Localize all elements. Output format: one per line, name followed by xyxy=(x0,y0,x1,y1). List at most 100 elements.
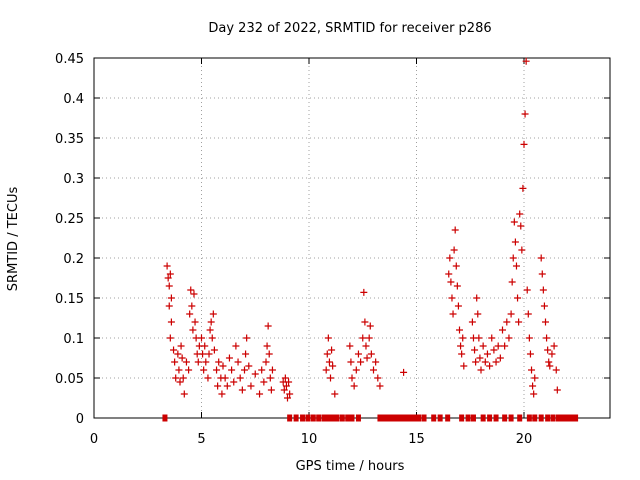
srmtid-point xyxy=(201,342,209,350)
chart-title: Day 232 of 2022, SRMTID for receiver p28… xyxy=(208,21,491,36)
srmtid-point xyxy=(260,378,268,386)
srmtid-point xyxy=(258,366,266,374)
srmtid-point xyxy=(190,290,198,298)
srmtid-point xyxy=(164,274,172,282)
srmtid-point xyxy=(352,366,360,374)
srmtid-point xyxy=(281,374,289,382)
srmtid-point xyxy=(346,342,354,350)
srmtid-point xyxy=(476,354,484,362)
srmtid-point xyxy=(354,350,362,358)
srmtid-point xyxy=(546,362,554,370)
srmtid-point xyxy=(243,334,251,342)
srmtid-point xyxy=(187,286,195,294)
srmtid-point xyxy=(208,334,216,342)
srmtid-point xyxy=(539,286,547,294)
srmtid-point xyxy=(458,350,466,358)
srmtid-point xyxy=(468,318,476,326)
srmtid-point xyxy=(163,262,171,270)
srmtid-point xyxy=(363,354,371,362)
srmtid-point xyxy=(474,310,482,318)
srmtid-point xyxy=(481,358,489,366)
srmtid-point xyxy=(191,318,199,326)
srmtid-point xyxy=(374,374,382,382)
zero-level-point xyxy=(560,414,566,422)
y-tick-label: 0 xyxy=(76,412,84,427)
srmtid-point xyxy=(182,358,190,366)
srmtid-point xyxy=(241,366,248,374)
srmtid-point xyxy=(170,346,178,354)
zero-level-point xyxy=(390,414,396,422)
zero-level-point xyxy=(459,414,465,422)
srmtid-point xyxy=(509,254,517,262)
srmtid-point xyxy=(537,254,545,262)
zero-level-point xyxy=(407,414,413,422)
srmtid-point xyxy=(361,318,369,326)
srmtid-point xyxy=(236,374,244,382)
srmtid-point xyxy=(213,366,221,374)
srmtid-point xyxy=(242,350,250,358)
srmtid-point xyxy=(452,262,460,270)
srmtid-point xyxy=(331,390,339,398)
srmtid-point xyxy=(524,310,532,318)
srmtid-point xyxy=(454,302,462,310)
srmtid-point xyxy=(447,278,455,286)
srmtid-point xyxy=(225,354,233,362)
zero-level-point xyxy=(398,414,404,422)
srmtid-point xyxy=(185,366,193,374)
srmtid-point xyxy=(214,382,222,390)
srmtid-point xyxy=(263,342,271,350)
srmtid-point xyxy=(204,374,212,382)
srmtid-point xyxy=(486,362,494,370)
y-tick-label: 0.25 xyxy=(55,212,84,227)
tick-labels: 0 0.05 0.1 0.15 0.2 0.25 0.3 0.35 0.4 0.45 0 5 10 15 2… xyxy=(55,52,532,447)
zero-level-point xyxy=(345,414,351,422)
srmtid-point xyxy=(494,342,502,350)
zero-level-point xyxy=(493,414,499,422)
y-tick-label: 0.45 xyxy=(55,52,84,67)
srmtid-point xyxy=(286,390,294,398)
srmtid-point xyxy=(372,358,380,366)
srmtid-point xyxy=(505,334,513,342)
zero-level-point xyxy=(305,414,311,422)
y-tick-label: 0.15 xyxy=(55,292,84,307)
srmtid-point xyxy=(194,358,202,366)
srmtid-point xyxy=(265,350,273,358)
srmtid-point xyxy=(550,342,558,350)
srmtid-point xyxy=(511,238,519,246)
srmtid-point xyxy=(459,334,467,342)
srmtid-point xyxy=(492,358,500,366)
srmtid-point xyxy=(367,350,375,358)
srmtid-point xyxy=(166,270,174,278)
srmtid-point xyxy=(177,342,185,350)
srmtid-point xyxy=(228,366,236,374)
srmtid-point xyxy=(522,57,530,65)
zero-level-point xyxy=(445,414,451,422)
zero-level-point xyxy=(293,414,299,422)
zero-level-point xyxy=(316,414,322,422)
zero-level-point xyxy=(325,414,331,422)
srmtid-point xyxy=(171,358,179,366)
srmtid-point xyxy=(199,350,207,358)
srmtid-point xyxy=(510,218,518,226)
zero-level-point xyxy=(550,414,556,422)
srmtid-point xyxy=(247,382,255,390)
y-tick-label: 0.1 xyxy=(63,332,84,347)
srmtid-point xyxy=(503,318,511,326)
srmtid-point xyxy=(167,318,175,326)
zero-level-point xyxy=(545,414,551,422)
srmtid-point xyxy=(215,358,223,366)
zero-level-point xyxy=(421,414,427,422)
zero-level-point xyxy=(349,414,355,422)
srmtid-point xyxy=(548,350,556,358)
srmtid-point xyxy=(210,346,218,354)
srmtid-point xyxy=(266,374,274,382)
srmtid-point xyxy=(460,362,468,370)
zero-level-point xyxy=(573,414,579,422)
srmtid-point xyxy=(360,288,368,296)
srmtid-point xyxy=(514,294,522,302)
y-tick-label: 0.05 xyxy=(55,372,84,387)
srmtid-point xyxy=(264,322,272,330)
srmtid-point xyxy=(477,366,485,374)
srmtid-point xyxy=(175,366,183,374)
srmtid-point xyxy=(366,322,374,330)
